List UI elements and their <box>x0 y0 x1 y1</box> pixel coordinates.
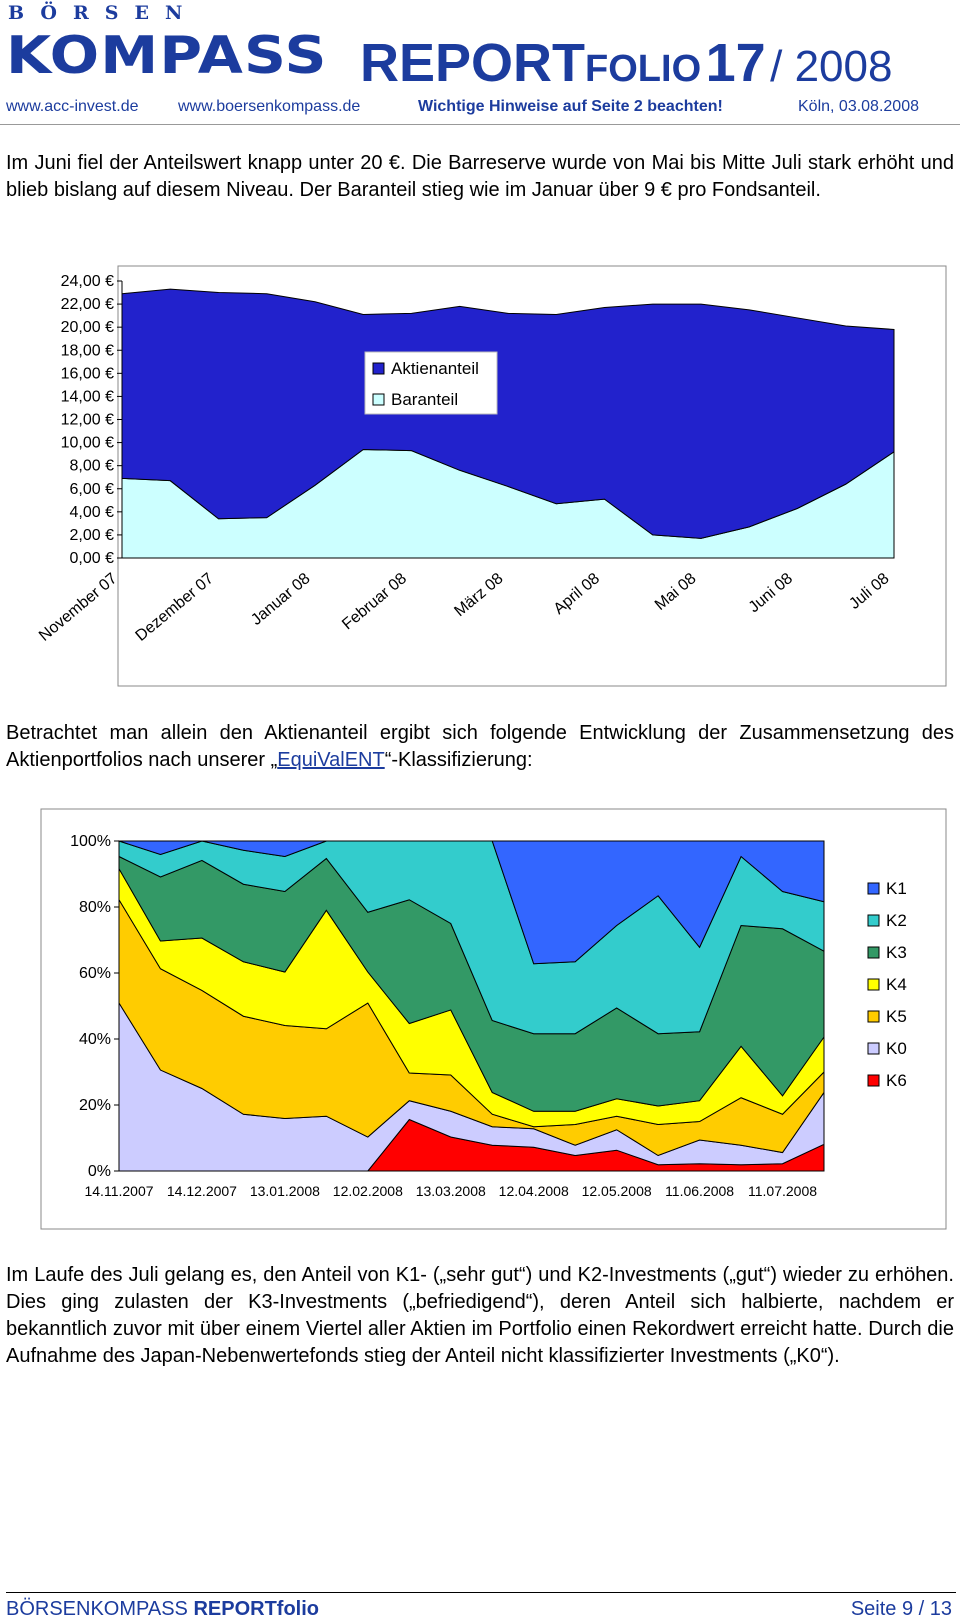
y-tick-label: 14,00 € <box>61 388 114 405</box>
brand: BÖRSENKOMPASS <box>6 1598 188 1620</box>
header-rule <box>0 124 960 125</box>
date: Köln, 03.08.2008 <box>798 98 919 115</box>
page-number: Seite 9 / 13 <box>850 1598 952 1620</box>
area <box>118 840 825 965</box>
product: REPORTfolio <box>193 1598 320 1620</box>
chart: 0% 20% 40% 60% 80% 100% 14.11.2007 14.12.2007 13… <box>40 808 947 1230</box>
legend-swatch <box>867 1074 880 1087</box>
text: Betrachtet man allein den Aktienanteil e… <box>6 722 954 771</box>
legend-swatch <box>372 362 385 375</box>
link[interactable]: EquiValENT <box>277 749 385 771</box>
y-tick-label: 18,00 € <box>61 342 114 359</box>
logo-top: BÖRSEN <box>8 2 199 24</box>
y-tick-label: 20,00 € <box>61 319 114 336</box>
x-tick-label: 12.04.2008 <box>499 1183 569 1199</box>
logo-main: KOMPASS <box>6 26 328 86</box>
y-tick-label: 20% <box>79 1097 111 1114</box>
legend-swatch <box>867 978 880 991</box>
legend-label: Aktienanteil <box>391 359 479 378</box>
x-tick-label: 12.05.2008 <box>582 1183 652 1199</box>
legend-swatch <box>867 914 880 927</box>
legend-label: K4 <box>886 975 907 994</box>
area <box>121 288 895 539</box>
link[interactable]: www.boersenkompass.de <box>178 98 361 115</box>
y-tick-label: 0% <box>88 1163 111 1180</box>
year: / 2008 <box>770 42 893 91</box>
notice: Wichtige Hinweise auf Seite 2 beachten! <box>418 98 723 115</box>
legend-label: K6 <box>886 1071 907 1090</box>
legend-box <box>364 351 498 415</box>
paragraph: Betrachtet man allein den Aktienanteil e… <box>6 720 954 774</box>
text: “-Klassifizierung: <box>384 749 533 771</box>
y-tick-label: 4,00 € <box>70 504 115 521</box>
x-tick-label: 14.12.2007 <box>167 1183 237 1199</box>
chart: 0,00 € 2,00 € 4,00 € 6,00 € 8,00 € 10,00 € 12,… <box>36 265 947 687</box>
footer-brand: BÖRSENKOMPASS REPORTfolio <box>6 1598 319 1621</box>
y-tick-label: 10,00 € <box>61 435 114 452</box>
legend-swatch <box>867 882 880 895</box>
y-tick-label: 8,00 € <box>70 458 115 475</box>
legend-swatch <box>867 946 880 959</box>
legend-label: K0 <box>886 1039 907 1058</box>
issue: 17 <box>705 33 766 93</box>
legend-swatch <box>372 393 385 406</box>
x-tick-label: 12.02.2008 <box>333 1183 403 1199</box>
x-tick-label: 14.11.2007 <box>84 1183 153 1199</box>
y-tick-label: 24,00 € <box>61 273 114 290</box>
y-tick-label: 0,00 € <box>70 550 115 567</box>
x-tick-label: November 07 <box>36 570 121 645</box>
y-tick-label: 2,00 € <box>70 527 115 544</box>
y-tick-label: 16,00 € <box>61 365 114 382</box>
y-tick-label: 60% <box>79 965 111 982</box>
brand-sub: FOLIO <box>585 48 702 90</box>
y-tick-label: 40% <box>79 1031 111 1048</box>
brand: REPORTFOLIO 17 / 2008 <box>360 32 892 94</box>
x-tick-label: 13.01.2008 <box>250 1183 320 1199</box>
footer-rule <box>6 1592 956 1593</box>
x-tick-label: 13.03.2008 <box>416 1183 486 1199</box>
legend-swatch <box>867 1010 880 1023</box>
legend-swatch <box>867 1042 880 1055</box>
x-tick-label: 11.06.2008 <box>665 1183 734 1199</box>
link[interactable]: www.acc-invest.de <box>6 98 139 115</box>
paragraph: Im Laufe des Juli gelang es, den Anteil … <box>6 1264 954 1367</box>
legend-label: K1 <box>886 879 907 898</box>
y-tick-label: 80% <box>79 899 111 916</box>
y-tick-label: 6,00 € <box>70 481 115 498</box>
legend-label: K2 <box>886 911 907 930</box>
legend-label: K5 <box>886 1007 907 1026</box>
y-tick-label: 22,00 € <box>61 296 114 313</box>
brand-main: REPORT <box>360 33 586 93</box>
x-tick-label: 11.07.2008 <box>748 1183 817 1199</box>
y-tick-label: 12,00 € <box>61 412 114 429</box>
y-tick-label: 100% <box>70 833 111 850</box>
legend-label: K3 <box>886 943 907 962</box>
paragraph: Im Juni fiel der Anteilswert knapp unter… <box>6 152 954 201</box>
legend-label: Baranteil <box>391 390 458 409</box>
